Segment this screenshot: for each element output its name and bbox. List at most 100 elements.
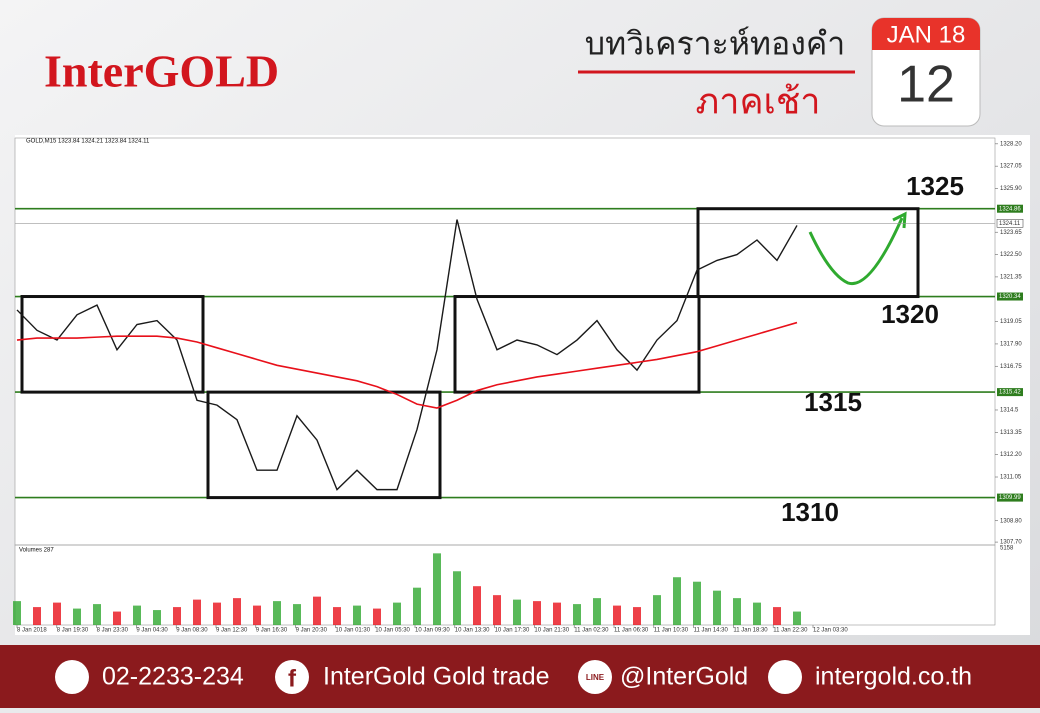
volume-bar xyxy=(473,586,481,625)
y-tick-label: 1316.75 xyxy=(1000,364,1022,370)
calendar-month: JAN 18 xyxy=(887,21,966,48)
volume-bar xyxy=(413,587,421,625)
footer xyxy=(0,645,1040,708)
volume-bar xyxy=(453,571,461,625)
volume-bar xyxy=(133,605,141,625)
volume-bar xyxy=(773,607,781,625)
ma-line xyxy=(16,321,798,409)
x-tick-label: 11 Jan 22:30 xyxy=(773,628,808,634)
volume-bar xyxy=(653,595,661,625)
x-tick-label: 11 Jan 06:30 xyxy=(614,628,649,634)
volume-bar xyxy=(513,599,521,625)
volume-bar xyxy=(253,605,261,625)
y-tick-label: 1325.90 xyxy=(1000,186,1022,192)
y-tick-label: 1308.80 xyxy=(1000,518,1022,524)
volume-bar xyxy=(793,611,801,625)
volume-bar xyxy=(433,553,441,625)
volume-bar xyxy=(293,604,301,625)
volume-bar xyxy=(693,581,701,625)
line-id: @InterGold xyxy=(620,663,748,691)
y-tick-label: 1319.05 xyxy=(1000,319,1022,325)
x-tick-label: 9 Jan 12:30 xyxy=(216,628,248,634)
y-tick-label: 1312.20 xyxy=(1000,452,1022,458)
subtitle: ภาคเช้า xyxy=(696,81,821,122)
target-label: 1325 xyxy=(906,171,964,201)
chart-panel xyxy=(15,135,1030,635)
volume-bar xyxy=(373,608,381,625)
volume-bar xyxy=(633,607,641,625)
volume-bar xyxy=(313,596,321,625)
y-tick-label: 1323.65 xyxy=(1000,230,1022,236)
volume-tick-label: 5158 xyxy=(1000,546,1014,552)
x-tick-label: 9 Jan 08:30 xyxy=(176,628,208,634)
volume-bar xyxy=(173,607,181,625)
level-tag xyxy=(997,292,1023,301)
volume-bar xyxy=(33,607,41,625)
facebook: InterGold Gold trade xyxy=(323,663,550,691)
level-label: 1315.42 xyxy=(999,390,1021,396)
volume-bar xyxy=(333,607,341,625)
volume-frame xyxy=(14,544,996,626)
volume-bar xyxy=(593,598,601,625)
range-box xyxy=(206,390,442,500)
target-label: 1320 xyxy=(881,299,939,329)
range-box xyxy=(696,207,920,299)
x-tick-label: 11 Jan 14:30 xyxy=(694,628,729,634)
phone: 02-2233-234 xyxy=(102,663,244,691)
volume-bar xyxy=(353,605,361,625)
volume-bar xyxy=(273,601,281,625)
volume-bar xyxy=(493,595,501,625)
x-tick-label: 10 Jan 01:30 xyxy=(335,628,370,634)
website: intergold.co.th xyxy=(815,663,972,691)
x-tick-label: 10 Jan 17:30 xyxy=(495,628,530,634)
calendar: JAN 18 12 xyxy=(871,17,981,127)
logo: InterGOLD xyxy=(44,46,279,97)
x-tick-label: 11 Jan 10:30 xyxy=(654,628,689,634)
volume-bar xyxy=(553,602,561,625)
facebook-icon xyxy=(275,660,309,694)
volume-bar xyxy=(73,608,81,625)
target-label: 1315 xyxy=(804,387,862,417)
volume-title: Volumes 287 xyxy=(19,548,54,554)
x-tick-label: 8 Jan 23:30 xyxy=(97,628,129,634)
x-tick-label: 12 Jan 03:30 xyxy=(813,628,848,634)
calendar-day: 12 xyxy=(897,56,955,114)
price-line xyxy=(16,219,798,491)
y-tick-label: 1307.70 xyxy=(1000,540,1022,546)
level-label: 1309.99 xyxy=(999,495,1021,501)
level-tag xyxy=(997,388,1023,397)
x-tick-label: 11 Jan 18:30 xyxy=(733,628,768,634)
forecast-arrow xyxy=(808,217,904,286)
x-tick-label: 10 Jan 13:30 xyxy=(455,628,490,634)
x-tick-label: 9 Jan 20:30 xyxy=(296,628,328,634)
volume-bar xyxy=(573,604,581,625)
current-price-label: 1324.11 xyxy=(999,221,1021,227)
y-tick-label: 1327.05 xyxy=(1000,164,1022,170)
y-tick-label: 1321.35 xyxy=(1000,274,1022,280)
x-tick-label: 9 Jan 16:30 xyxy=(256,628,288,634)
volume-bar xyxy=(213,602,221,625)
x-tick-label: 8 Jan 2018 xyxy=(17,628,47,634)
x-tick-label: 11 Jan 02:30 xyxy=(574,628,609,634)
volume-bar xyxy=(193,599,201,625)
y-tick-label: 1322.50 xyxy=(1000,252,1022,258)
volume-bar xyxy=(753,602,761,625)
volume-bar xyxy=(93,604,101,625)
y-tick-label: 1317.90 xyxy=(1000,342,1022,348)
x-tick-label: 9 Jan 04:30 xyxy=(136,628,168,634)
volume-bar xyxy=(13,601,21,625)
range-box xyxy=(453,295,701,394)
level-label: 1320.34 xyxy=(999,294,1021,300)
volume-bar xyxy=(733,598,741,625)
volume-bar xyxy=(53,602,61,625)
y-tick-label: 1314.5 xyxy=(1000,408,1019,414)
volume-bar xyxy=(713,590,721,625)
volume-bar xyxy=(153,610,161,625)
level-tag xyxy=(997,493,1023,502)
y-tick-label: 1311.05 xyxy=(1000,475,1022,481)
web-icon xyxy=(768,660,802,694)
line-glyph: LINE xyxy=(586,673,605,682)
x-tick-label: 10 Jan 05:30 xyxy=(375,628,410,634)
x-tick-label: 10 Jan 09:30 xyxy=(415,628,450,634)
volume-bar xyxy=(393,602,401,625)
